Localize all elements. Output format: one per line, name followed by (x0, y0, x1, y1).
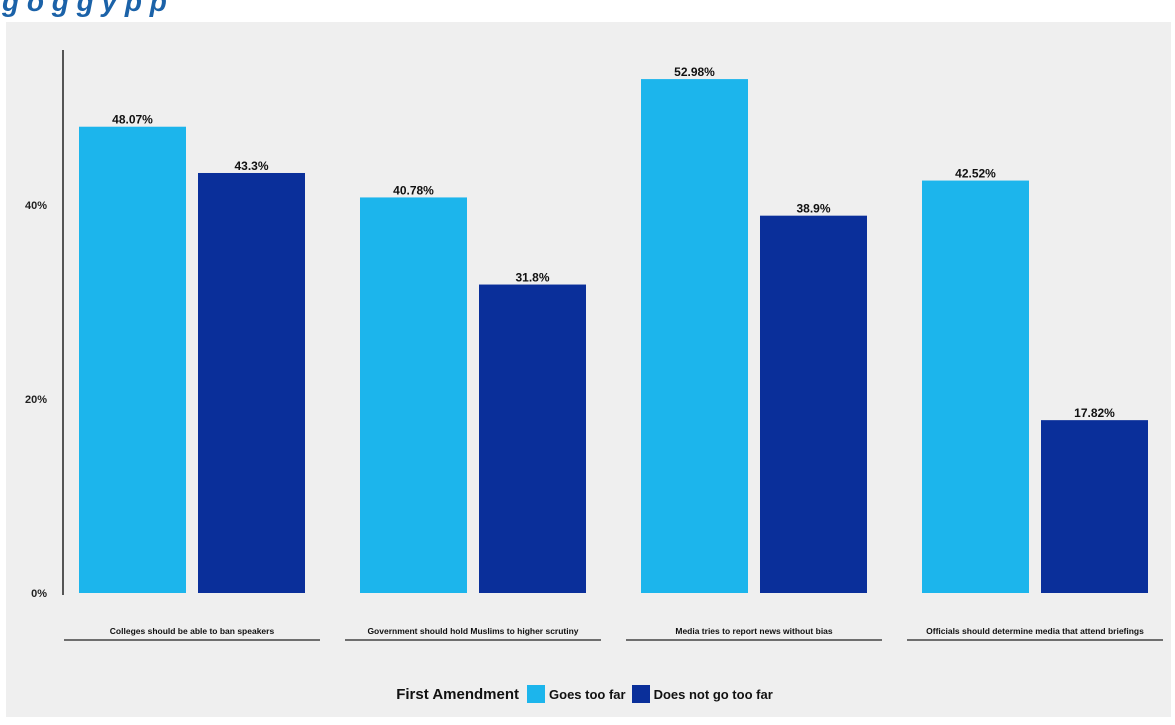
y-tick-label: 0% (31, 588, 47, 600)
bar (760, 215, 867, 594)
legend: First Amendment Goes too far Does not go… (0, 681, 1175, 707)
bar-value-label: 40.78% (393, 183, 434, 197)
bar (1041, 420, 1148, 593)
legend-label-does-not-go-too-far: Does not go too far (653, 686, 773, 702)
category-label: Media tries to report news without bias (675, 626, 833, 636)
category-label: Colleges should be able to ban speakers (110, 626, 275, 636)
legend-title: First Amendment (396, 685, 520, 703)
legend-swatch-does-not-go-too-far (631, 685, 650, 703)
bar (922, 180, 1029, 593)
legend-label-goes-too-far: Goes too far (549, 686, 626, 702)
legend-entry-goes-too-far: Goes too far (527, 685, 626, 703)
y-tick-label: 40% (25, 200, 47, 212)
bar-value-label: 43.3% (234, 159, 268, 173)
y-tick-label: 20% (25, 394, 47, 406)
bar-value-label: 48.07% (112, 113, 153, 127)
bar-value-label: 17.82% (1074, 406, 1115, 420)
bar-value-label: 31.8% (515, 271, 549, 285)
bar (360, 197, 467, 593)
chart-title-strip: g o g g y p p (0, 0, 1175, 22)
bar (479, 284, 586, 593)
bar (79, 126, 186, 593)
category-label: Government should hold Muslims to higher… (367, 626, 578, 636)
bar-value-label: 42.52% (955, 167, 996, 181)
category-label: Officials should determine media that at… (926, 626, 1144, 636)
legend-entry-does-not-go-too-far: Does not go too far (631, 685, 773, 703)
bar (641, 79, 748, 594)
bar (198, 172, 305, 594)
bar-value-label: 38.9% (796, 202, 830, 216)
legend-swatch-goes-too-far (527, 685, 546, 703)
bar-value-label: 52.98% (674, 65, 715, 79)
chart-title: g o g g y p p (2, 0, 167, 17)
